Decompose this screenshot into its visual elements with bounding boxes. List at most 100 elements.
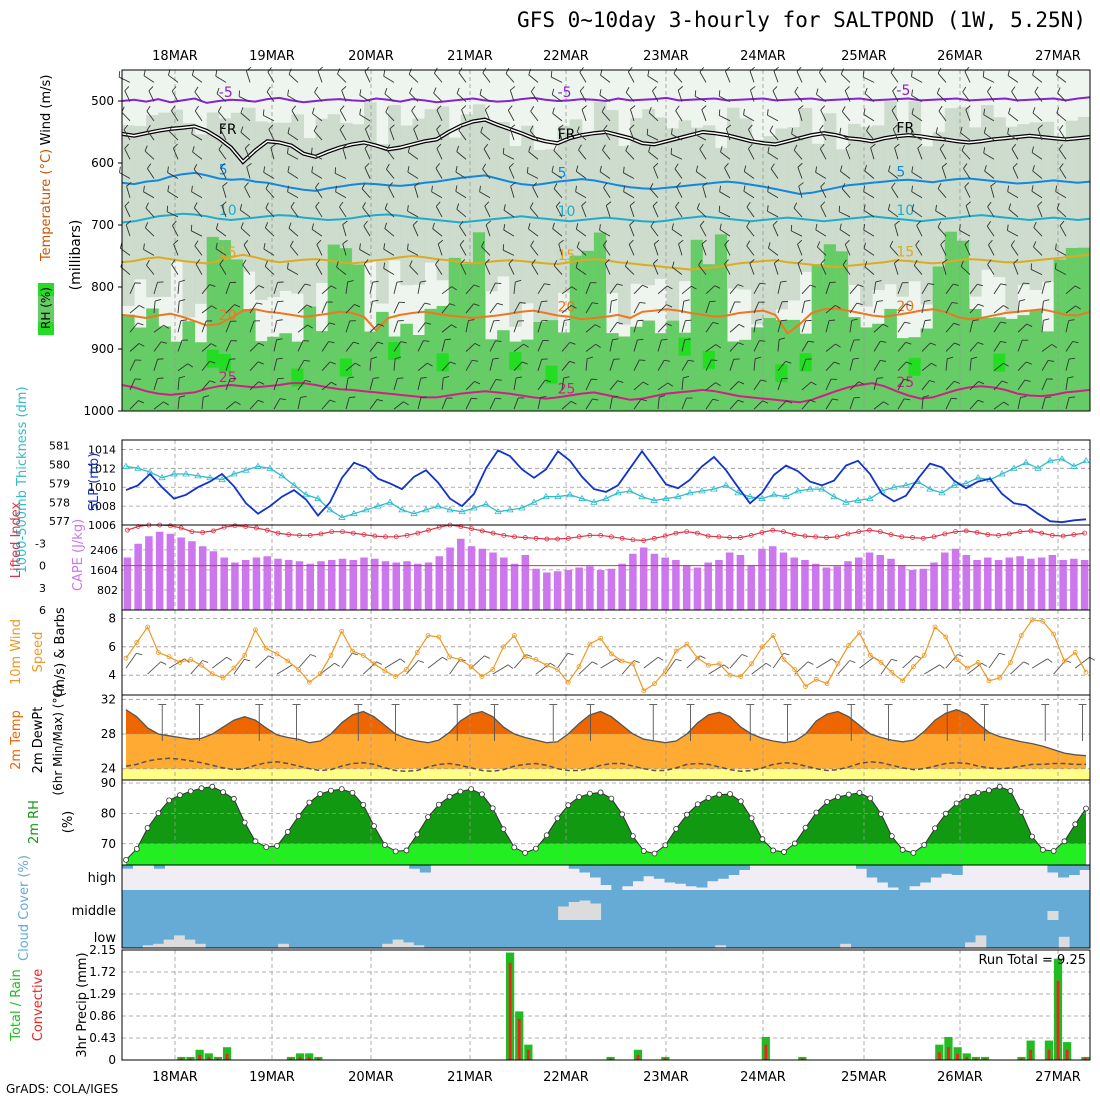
wind-barb-flag [138,343,145,347]
wind-barb-flag [365,124,370,130]
rh2m-point [932,825,938,832]
wind-barb-flag [209,380,216,384]
rh-fill-low [799,108,813,272]
wind-barb [242,264,251,275]
wind-barb-flag [579,86,585,92]
wind-barb [460,263,467,275]
wind-barb-flag [1048,359,1055,362]
wind-barb [297,380,306,391]
wind-barb [220,167,227,179]
wind-barb [801,284,811,295]
rh-fill-low [702,125,716,288]
wind-barb [729,324,740,333]
cape-bar [263,556,271,610]
wind-barb [273,339,278,352]
precip-tick-label: 0.86 [89,1009,116,1023]
wind-barb [825,305,836,314]
wind-barb-flag [913,259,918,266]
rh-fill-high [884,308,897,411]
lifted-index-point [254,525,259,531]
wind-speed-point [770,633,776,638]
wind-barb [341,653,353,669]
wind-speed-point [975,660,981,665]
cape-bar [575,567,583,610]
wind-barb-flag [570,400,577,405]
wind-barb [649,188,659,199]
wind-barb-flag [937,67,942,74]
wind-barb [411,110,419,122]
wind-barb [849,339,855,352]
wind-barb [225,320,231,333]
cape-tick-label: 1604 [90,564,118,577]
wind-barb-flag [911,70,913,77]
wind-speed-point [414,650,420,655]
lifted-index-point [350,530,356,536]
wind-barb-flag [724,259,729,265]
wind-barb-flag [841,183,846,189]
wind-barb-flag [987,259,992,265]
wind-barb-flag [1059,220,1065,226]
wind-barb-flag [916,220,921,226]
rh-fill-low [388,105,401,261]
wind-barb-flag [171,105,176,112]
cloud-clear-bar [1047,911,1059,920]
lifted-index-point [167,523,173,529]
wind-barb-flag [642,381,649,386]
wind-barb-flag [564,318,571,321]
wind-barb [937,188,947,199]
wind-barb [793,149,803,160]
rh-fill-high [146,308,159,411]
cape-bar [930,562,938,610]
wind-barb [873,360,881,371]
wind-barb-flag [403,401,409,406]
thickness-point [590,498,598,505]
wind-barb [221,205,227,218]
wind-barb [987,91,995,102]
wind-barb-flag [234,304,241,308]
precip-convective-bar [307,1056,311,1060]
rh-fill-high [835,251,849,411]
wind-barb [603,129,611,141]
wind-barb-flag [674,163,679,170]
rh2m-point [1007,788,1014,794]
wind-speed-point [371,661,377,667]
cape-bar [327,560,336,610]
wind-barb [129,343,140,352]
slp-tick-label: 1008 [88,500,116,513]
wind-barb [873,301,878,314]
wind-barb [316,244,323,256]
precip-convective-bar [800,1058,804,1060]
wind-barb [369,358,372,371]
wind-barb [314,91,323,102]
lifted-index-point [297,532,302,538]
wind-barb [383,268,395,275]
cape-bar [403,561,411,610]
wind-barb [335,191,347,199]
rh-fill-low [400,125,413,286]
wind-axis-label-3: (m/s) & Barbs [53,607,68,697]
cloud-high-bar [643,865,655,877]
rh2m-point [651,850,658,857]
rh-fill-low [134,126,147,280]
date-label-top: 24MAR [740,49,786,64]
wind-barb-flag [507,664,514,669]
rh2m-point [209,783,216,790]
wind-barb-flag [1007,185,1010,192]
wind-barb [773,263,779,275]
thickness-point [998,470,1006,477]
rh2m-point [306,799,313,806]
wind-barb [321,361,331,372]
precip-total-bar [305,1053,314,1060]
wind-barb-flag [376,661,383,665]
wind-barb [839,133,851,141]
wind-barb [768,247,779,256]
rh2m-point [565,802,572,809]
wind-barb [341,90,347,102]
wind-barb [119,172,131,179]
wind-barb [383,248,395,256]
wind-barb [287,268,299,275]
lifted-index-point [673,530,679,536]
thickness-point [710,485,718,492]
wind-barb-flag [834,361,840,365]
wind-barb-flag [316,239,322,245]
